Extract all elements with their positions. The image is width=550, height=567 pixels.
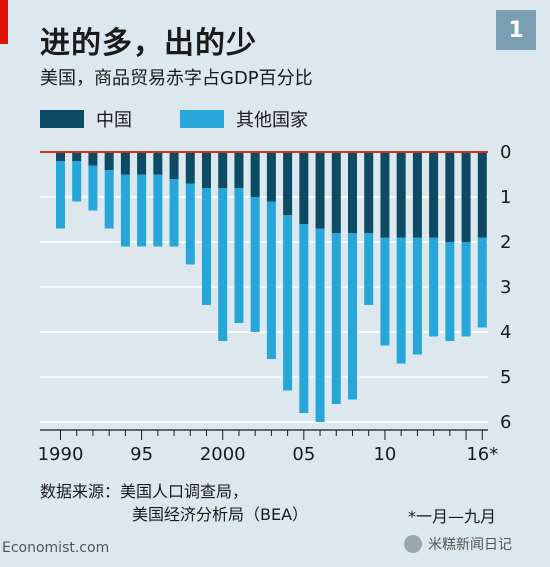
chart-number-badge: 1 bbox=[496, 10, 536, 50]
legend-item-china: 中国 bbox=[40, 106, 132, 132]
bar-china bbox=[202, 152, 211, 188]
bar-others bbox=[56, 161, 65, 229]
bar-china bbox=[331, 152, 341, 233]
footer-economist: Economist.com bbox=[2, 540, 110, 556]
y-tick-label: 5 bbox=[500, 367, 511, 388]
bar-others bbox=[234, 188, 244, 323]
bar-others bbox=[461, 242, 471, 337]
bar-china bbox=[380, 152, 390, 238]
bar-china bbox=[429, 152, 439, 238]
legend-item-others: 其他国家 bbox=[180, 106, 308, 132]
source-line-2: 美国经济分析局（BEA） bbox=[132, 505, 309, 524]
bar-others bbox=[331, 233, 341, 404]
footer-wechat-label: 米糕新闻日记 bbox=[428, 537, 512, 553]
bar-others bbox=[72, 161, 82, 202]
bar-others bbox=[202, 188, 211, 305]
bar-china bbox=[72, 152, 82, 161]
y-tick-label: 2 bbox=[500, 232, 511, 253]
bar-others bbox=[364, 233, 374, 305]
bar-others bbox=[250, 197, 260, 332]
footnote: *一月—九月 bbox=[408, 507, 497, 526]
bar-others bbox=[266, 201, 276, 359]
bar-china bbox=[56, 152, 65, 161]
x-tick-label: 2000 bbox=[200, 444, 246, 465]
legend-label-others: 其他国家 bbox=[236, 110, 308, 131]
bar-others bbox=[218, 188, 228, 341]
bar-china bbox=[412, 152, 422, 238]
bar-others bbox=[88, 165, 98, 211]
bar-others bbox=[396, 237, 406, 364]
y-tick-label: 6 bbox=[500, 412, 511, 433]
source-note: 数据来源：美国人口调查局， 美国经济分析局（BEA） bbox=[40, 480, 308, 526]
x-tick-label: 95 bbox=[130, 444, 153, 465]
x-tick-label: 1990 bbox=[38, 444, 84, 465]
y-tick-label: 1 bbox=[500, 187, 511, 208]
bar-others bbox=[445, 242, 455, 341]
legend-swatch-others bbox=[180, 110, 224, 128]
bar-china bbox=[299, 152, 309, 224]
x-tick-label: 10 bbox=[373, 444, 396, 465]
bar-others bbox=[315, 228, 325, 422]
footer-wechat: 米糕新闻日记 bbox=[404, 534, 512, 554]
bar-china bbox=[120, 152, 130, 175]
source-line-1: 数据来源：美国人口调查局， bbox=[40, 482, 249, 501]
bar-china bbox=[218, 152, 228, 188]
legend-label-china: 中国 bbox=[96, 110, 132, 131]
bar-china bbox=[283, 152, 293, 215]
bar-chart: 0 1 2 3 4 5 6 1990 95 2000 05 10 16* bbox=[38, 142, 512, 465]
bar-others bbox=[348, 233, 357, 400]
chart-subtitle: 美国，商品贸易赤字占GDP百分比 bbox=[40, 68, 313, 89]
y-tick-label: 4 bbox=[500, 322, 511, 343]
brand-tab bbox=[0, 0, 8, 44]
bar-china bbox=[185, 152, 195, 184]
bar-china bbox=[266, 152, 276, 202]
bar-china bbox=[315, 152, 325, 229]
bar-china bbox=[445, 152, 455, 242]
bar-china bbox=[461, 152, 471, 242]
bar-china bbox=[104, 152, 114, 170]
bar-others bbox=[104, 170, 114, 229]
bar-others bbox=[137, 174, 147, 247]
legend: 中国 其他国家 bbox=[40, 106, 356, 132]
bar-others bbox=[299, 224, 309, 413]
bar-china bbox=[396, 152, 406, 238]
legend-swatch-china bbox=[40, 110, 84, 128]
bar-china bbox=[137, 152, 147, 175]
bar-china bbox=[169, 152, 179, 179]
bar-others bbox=[185, 183, 195, 265]
x-tick-label: 05 bbox=[292, 444, 315, 465]
bar-china bbox=[477, 152, 487, 238]
bar-others bbox=[477, 237, 487, 328]
bar-others bbox=[169, 179, 179, 247]
bar-others bbox=[380, 237, 390, 346]
bar-others bbox=[283, 215, 293, 391]
bar-china bbox=[348, 152, 357, 233]
bar-china bbox=[364, 152, 374, 233]
y-tick-label: 3 bbox=[500, 277, 511, 298]
chart-title: 进的多，出的少 bbox=[40, 26, 257, 61]
bar-china bbox=[153, 152, 163, 175]
bar-china bbox=[250, 152, 260, 197]
wechat-icon bbox=[404, 535, 422, 553]
bar-others bbox=[412, 237, 422, 355]
bar-china bbox=[88, 152, 98, 166]
bar-china bbox=[234, 152, 244, 188]
bar-others bbox=[429, 237, 439, 337]
x-tick-label: 16* bbox=[466, 444, 498, 465]
y-tick-label: 0 bbox=[500, 142, 511, 163]
bar-others bbox=[120, 174, 130, 247]
bar-others bbox=[153, 174, 163, 247]
